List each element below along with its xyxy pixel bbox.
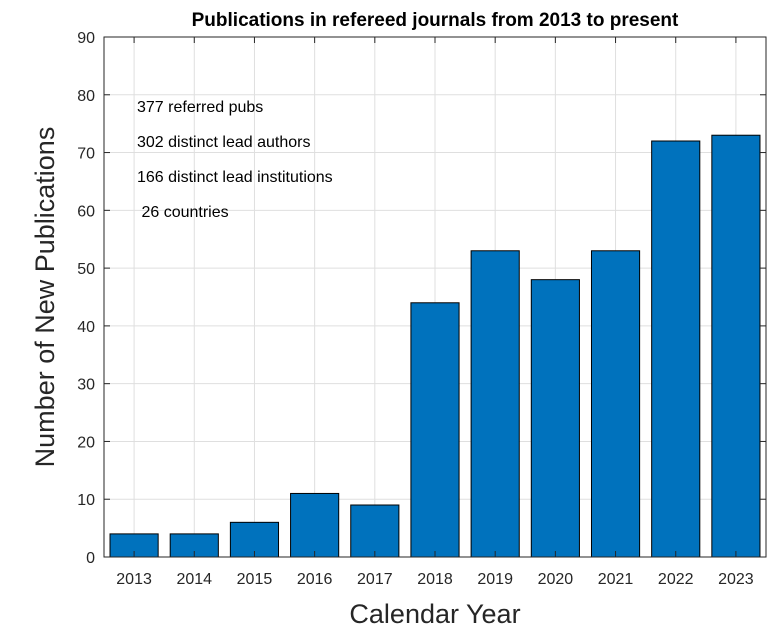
- annotation-text: 302 distinct lead authors: [137, 134, 310, 151]
- y-tick-label: 10: [77, 492, 95, 509]
- y-tick-label: 40: [77, 319, 95, 336]
- x-tick-label: 2016: [297, 571, 333, 588]
- x-tick-label: 2014: [176, 571, 212, 588]
- y-tick-label: 30: [77, 377, 95, 394]
- y-tick-label: 0: [86, 550, 95, 567]
- bar-2019: [470, 250, 520, 558]
- x-tick-label: 2018: [417, 571, 453, 588]
- y-tick-label: 70: [77, 146, 95, 163]
- bar-2018: [410, 302, 460, 558]
- bar-2017: [350, 504, 400, 558]
- bar-2016: [290, 492, 340, 558]
- y-tick-label: 20: [77, 434, 95, 451]
- y-tick-label: 80: [77, 88, 95, 105]
- bar-2021: [590, 250, 641, 558]
- x-tick-label: 2013: [116, 571, 152, 588]
- bar-2023: [711, 134, 761, 558]
- y-tick-label: 60: [77, 203, 95, 220]
- x-tick-label: 2022: [658, 571, 694, 588]
- y-axis-label: Number of New Publications: [30, 127, 60, 468]
- annotation-text: 26 countries: [137, 204, 229, 221]
- chart-title: Publications in refereed journals from 2…: [192, 10, 679, 31]
- y-tick-label: 90: [77, 30, 95, 47]
- x-tick-label: 2017: [357, 571, 393, 588]
- x-tick-label: 2019: [477, 571, 513, 588]
- bar-2020: [530, 279, 580, 558]
- bar-2022: [651, 140, 701, 558]
- plot-area: 0 10 20 30 40 50 60 70 80 90 2013 2014 2015 2016 2017 2…: [77, 30, 767, 588]
- annotation-text: 377 referred pubs: [137, 99, 263, 116]
- y-tick-label: 50: [77, 261, 95, 278]
- x-axis-label: Calendar Year: [349, 599, 520, 629]
- x-tick-label: 2020: [538, 571, 574, 588]
- x-tick-label: 2021: [598, 571, 634, 588]
- x-tick-label: 2015: [237, 571, 273, 588]
- x-tick-label: 2023: [718, 571, 754, 588]
- annotation-text: 166 distinct lead institutions: [137, 169, 333, 186]
